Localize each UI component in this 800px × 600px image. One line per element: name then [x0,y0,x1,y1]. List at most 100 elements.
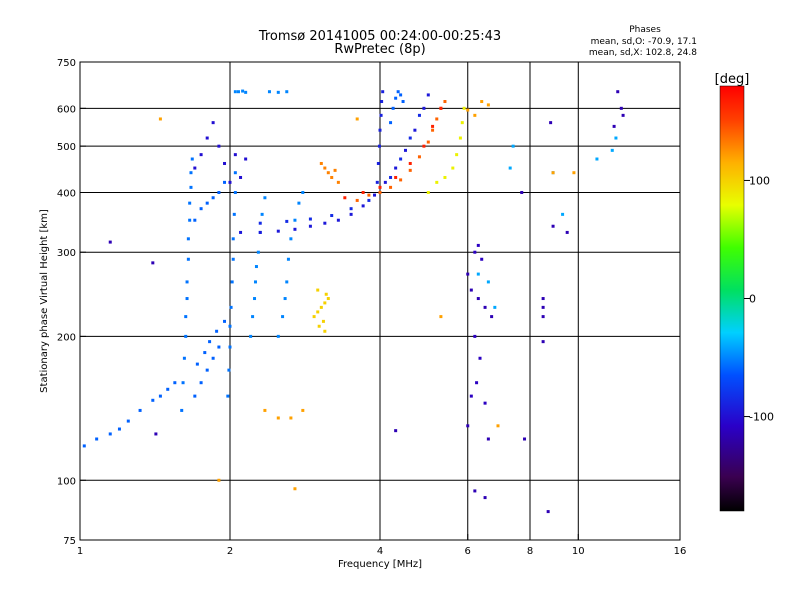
data-point [199,207,203,211]
data-point [193,218,197,222]
x-axis-label: Frequency [MHz] [338,559,422,570]
data-point [199,153,203,157]
data-point [460,121,464,125]
data-point [319,305,323,309]
data-point [244,90,248,94]
data-point [324,292,328,296]
data-point [293,487,297,491]
data-point [195,362,199,366]
data-point [260,212,264,216]
data-point [229,305,233,309]
data-point [443,175,447,179]
data-point [138,408,142,412]
data-point [312,315,316,319]
data-point [254,265,258,269]
data-point [394,96,398,100]
data-point [253,280,257,284]
y-tick-label: 75 [63,536,76,547]
data-point [376,161,380,165]
data-point [258,221,262,225]
data-point [473,334,477,338]
data-point [326,297,330,301]
data-point [228,324,232,328]
data-point [233,153,237,157]
data-point [361,190,365,194]
data-point [293,227,297,231]
data-point [483,496,487,500]
data-point [211,196,215,200]
data-point [475,381,479,385]
stats-line-o: mean, sd,O: -70.9, 17.1 [591,37,697,47]
data-point [375,180,379,184]
data-point [301,190,305,194]
data-point [289,416,293,420]
data-point [227,368,231,372]
colorbar-tick-label: 0 [749,293,756,306]
data-point [108,240,112,244]
data-point [486,437,490,441]
data-point [117,427,121,431]
data-point [561,212,565,216]
data-point [417,155,421,159]
data-point [483,401,487,405]
data-point [95,437,99,441]
data-point [182,356,186,360]
data-point [399,93,403,97]
data-point [466,272,470,276]
data-point [343,196,347,200]
data-point [126,419,130,423]
data-point [490,315,494,319]
data-point [413,128,417,132]
data-point [541,340,545,344]
data-point [223,180,227,184]
data-point [394,166,398,170]
data-point [473,113,477,117]
data-point [108,432,112,436]
data-point [233,190,237,194]
data-point [236,90,240,94]
data-point [289,237,293,241]
data-point [249,334,253,338]
data-point [431,128,435,132]
data-point [333,168,337,172]
data-point [319,161,323,165]
data-point [394,175,398,179]
data-point [520,190,524,194]
data-point [551,224,555,228]
data-point [408,168,412,172]
data-point [336,180,340,184]
data-point [595,157,599,161]
data-points [82,89,625,514]
data-point [186,237,190,241]
data-point [317,324,321,328]
data-point [285,90,289,94]
data-point [321,319,325,323]
data-point [381,90,385,94]
data-point [217,345,221,349]
data-point [330,175,334,179]
data-point [203,351,207,355]
data-point [496,424,500,428]
data-point [383,180,387,184]
data-point [233,90,237,94]
data-point [572,171,576,175]
data-point [378,185,382,189]
data-point [158,394,162,398]
data-point [610,148,614,152]
data-point [612,124,616,128]
data-point [228,345,232,349]
data-point [154,432,158,436]
data-point [426,93,430,97]
stats-line-x: mean, sd,X: 102.8, 24.8 [589,48,697,58]
data-point [263,408,267,412]
data-point [396,90,400,94]
data-point [228,180,232,184]
data-point [401,100,405,104]
data-point [185,297,189,301]
data-point [399,157,403,161]
data-point [253,297,257,301]
chart-subtitle: RwPretec (8p) [334,42,425,57]
data-point [367,198,371,202]
data-point [455,153,459,157]
